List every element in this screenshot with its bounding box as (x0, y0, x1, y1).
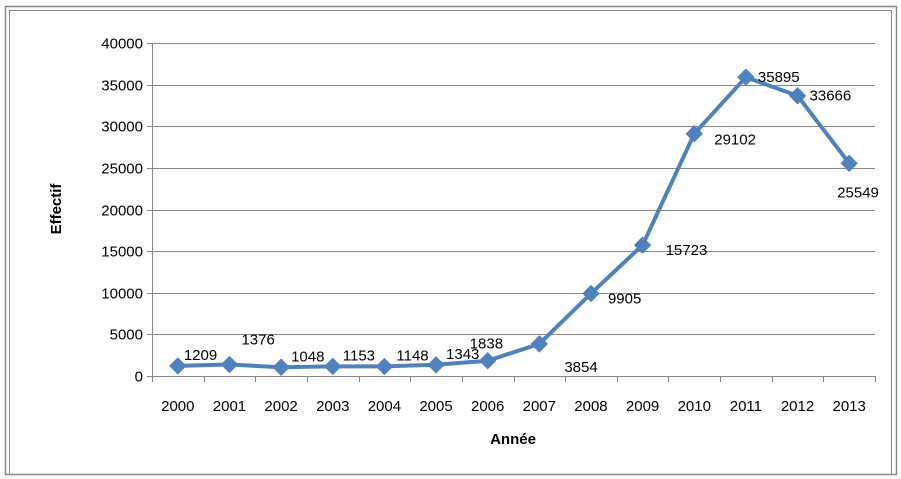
data-label: 15723 (666, 242, 708, 259)
data-point-marker (840, 154, 858, 173)
data-label: 9905 (608, 291, 641, 308)
data-point-marker (478, 351, 497, 370)
series-line-path (175, 75, 852, 370)
data-label: 1343 (446, 346, 479, 363)
x-tick-label: 2007 (523, 398, 556, 415)
data-label: 1048 (291, 348, 324, 365)
y-tick-label: 20000 (101, 203, 143, 220)
data-point-marker (375, 357, 394, 376)
data-point-marker (530, 335, 549, 353)
x-tick-label: 2006 (471, 398, 504, 415)
data-point-marker (633, 236, 652, 254)
data-point-marker (737, 68, 755, 86)
x-tick-label: 2003 (316, 398, 349, 415)
y-tick-labels: 0 5000 10000 15000 20000 25000 30000 35000 40000 (101, 36, 143, 386)
x-axis-title: Année (490, 431, 536, 448)
y-tick-label: 30000 (101, 119, 143, 136)
y-tick-label: 10000 (101, 286, 143, 303)
y-tick-label: 40000 (101, 36, 143, 53)
axes (147, 43, 876, 382)
x-tick-label: 2012 (781, 398, 814, 415)
data-point-marker (220, 355, 239, 374)
x-tick-label: 2004 (368, 398, 401, 415)
data-point-marker (272, 358, 290, 376)
data-point-marker (788, 87, 807, 105)
x-tick-label: 2001 (213, 398, 246, 415)
data-point-marker (324, 357, 342, 376)
x-tick-label: 2000 (161, 398, 194, 415)
x-tick-label: 2009 (626, 398, 659, 415)
y-tick-label: 0 (135, 369, 143, 386)
y-axis-title: Effectif (48, 183, 65, 235)
data-label: 25549 (837, 184, 879, 201)
data-label: 35895 (758, 69, 800, 86)
y-tick-label: 15000 (101, 244, 143, 261)
x-tick-labels: 2000 2001 2002 2003 2004 2005 2006 2007 2008 2009… (161, 398, 866, 415)
y-tick-label: 25000 (101, 161, 143, 178)
y-tick-label: 5000 (110, 327, 143, 344)
x-tick-label: 2005 (419, 398, 452, 415)
x-tick-label: 2002 (264, 398, 297, 415)
x-tick-label: 2013 (832, 398, 865, 415)
data-label: 1376 (241, 332, 274, 349)
data-point-marker (169, 357, 187, 375)
series-markers (169, 68, 858, 376)
data-point-marker (427, 356, 445, 374)
data-label: 1148 (396, 347, 428, 364)
x-tick-label: 2010 (678, 398, 711, 415)
data-label: 3854 (564, 359, 597, 376)
chart-border (4, 5, 898, 476)
gridlines (152, 43, 875, 335)
y-tick-label: 35000 (101, 78, 143, 95)
series-line (175, 75, 852, 370)
data-point-marker (582, 284, 600, 303)
data-label: 1153 (343, 347, 375, 364)
x-tick-label: 2011 (730, 398, 762, 415)
data-label: 29102 (714, 132, 756, 149)
data-point-marker (685, 125, 703, 143)
data-label: 1209 (184, 347, 217, 364)
x-tick-label: 2008 (574, 398, 607, 415)
data-label: 1838 (470, 336, 503, 353)
data-label: 33666 (810, 88, 852, 105)
